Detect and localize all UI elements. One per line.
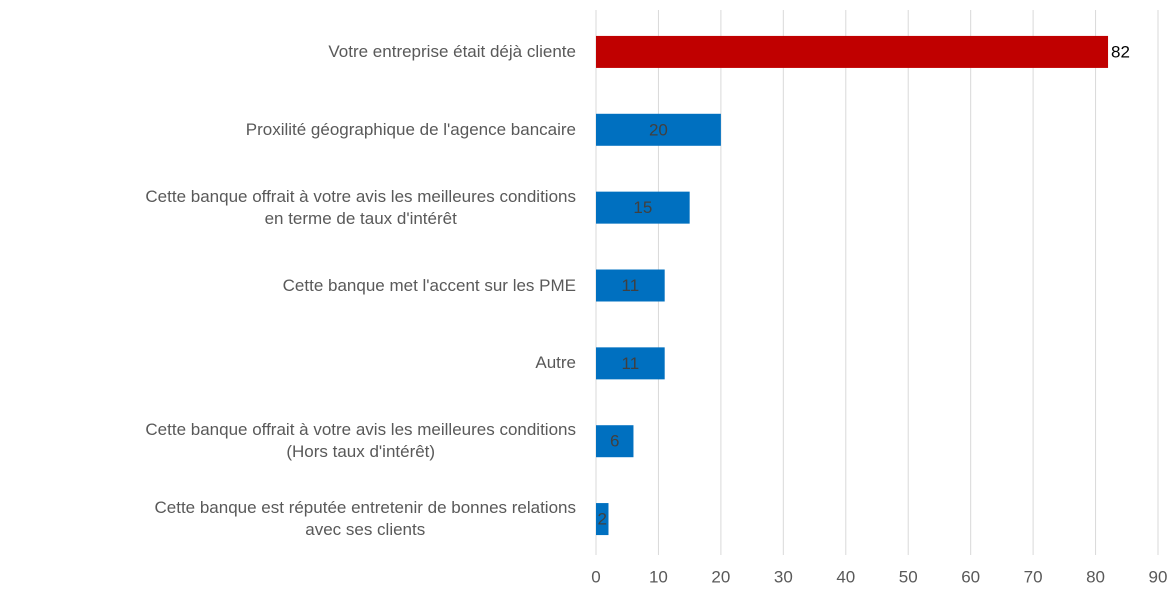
- x-tick-label: 40: [836, 567, 855, 586]
- category-label: Cette banque offrait à votre avis les me…: [145, 186, 576, 228]
- value-label: 6: [610, 432, 619, 451]
- x-tick-label: 60: [961, 567, 980, 586]
- value-label: 82: [1111, 42, 1130, 61]
- bar: [596, 347, 665, 380]
- category-label: Votre entreprise était déjà cliente: [328, 41, 576, 61]
- bar: [596, 425, 634, 458]
- category-label: Cette banque met l'accent sur les PME: [282, 275, 576, 295]
- value-label: 2: [598, 510, 607, 529]
- bar: [596, 113, 721, 146]
- bar: [596, 503, 609, 536]
- value-label: 11: [622, 354, 640, 373]
- x-tick-label: 90: [1149, 567, 1168, 586]
- x-tick-label: 0: [591, 567, 600, 586]
- bar: [596, 269, 665, 302]
- x-tick-label: 10: [649, 567, 668, 586]
- x-tick-label: 30: [774, 567, 793, 586]
- category-label: Cette banque offrait à votre avis les me…: [145, 420, 576, 462]
- x-tick-label: 50: [899, 567, 918, 586]
- bar: [596, 35, 1109, 68]
- value-label: 11: [622, 276, 640, 295]
- value-label: 15: [633, 198, 652, 217]
- bar: [596, 191, 690, 224]
- value-label: 20: [649, 120, 668, 139]
- x-tick-label: 20: [711, 567, 730, 586]
- x-tick-label: 70: [1024, 567, 1043, 586]
- x-tick-label: 80: [1086, 567, 1105, 586]
- category-label: Proxilité géographique de l'agence banca…: [245, 119, 576, 139]
- category-label: Cette banque est réputée entretenir de b…: [154, 498, 576, 540]
- category-label: Autre: [535, 353, 576, 373]
